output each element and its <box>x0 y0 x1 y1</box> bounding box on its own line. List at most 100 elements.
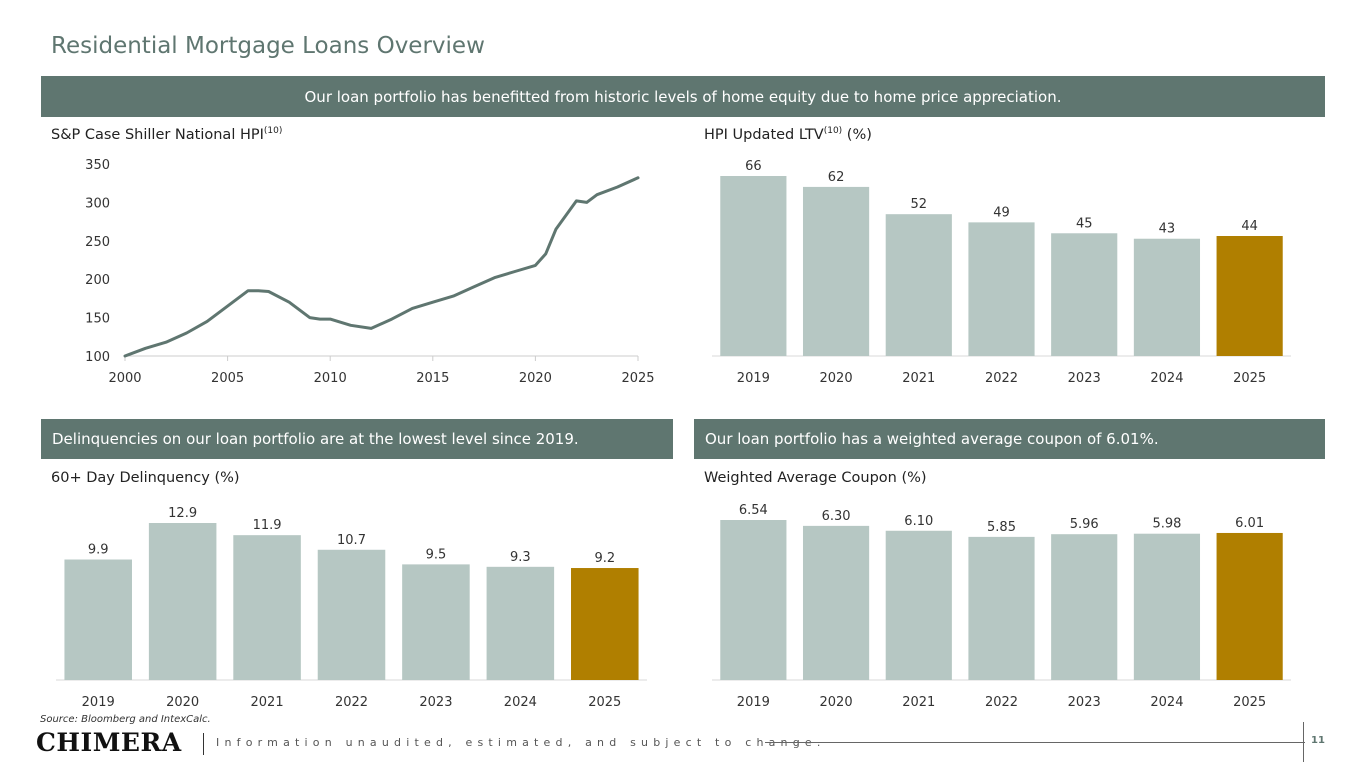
delinquency-data-label: 12.9 <box>168 506 197 521</box>
coupon-bar <box>968 536 1035 680</box>
coupon-bar <box>802 525 870 680</box>
hpi-chart-title-text: S&P Case Shiller National HPI <box>51 126 264 143</box>
coupon-category-label: 2024 <box>1150 695 1183 710</box>
coupon-bar <box>720 520 787 680</box>
delinquency-category-label: 2023 <box>419 695 452 710</box>
ltv-chart-title-text: HPI Updated LTV <box>704 126 824 143</box>
ltv-category-label: 2024 <box>1150 371 1183 386</box>
delinquency-category-label: 2022 <box>335 695 368 710</box>
coupon-bar <box>885 530 952 680</box>
hpi-y-tick-label: 150 <box>85 312 110 327</box>
delinquency-data-label: 9.9 <box>88 543 109 558</box>
coupon-category-label: 2022 <box>985 695 1018 710</box>
top-banner: Our loan portfolio has benefitted from h… <box>41 76 1325 117</box>
delinquency-category-label: 2019 <box>82 695 115 710</box>
coupon-data-label: 5.85 <box>987 520 1016 535</box>
ltv-bar <box>1051 233 1118 356</box>
ltv-chart-title: HPI Updated LTV(10) (%) <box>704 126 872 143</box>
delinquency-bar <box>233 535 301 680</box>
delinquency-bar <box>571 568 639 680</box>
footer-vertical-rule <box>1303 722 1304 762</box>
ltv-bar-chart: 66 2019 62 2020 52 2021 49 2022 45 2023 43 2024 44 20… <box>712 159 1291 386</box>
ltv-data-label: 43 <box>1159 222 1176 237</box>
hpi-chart-footnote: (10) <box>263 126 283 136</box>
delinquency-data-label: 11.9 <box>253 518 282 533</box>
delinquency-bar <box>317 549 386 680</box>
hpi-x-tick-label: 2020 <box>519 371 552 386</box>
delinquency-data-label: 9.5 <box>426 547 447 562</box>
coupon-bar <box>1216 532 1283 680</box>
hpi-line-chart: 100 150 200 250 300 350 2000 2005 2010 2015 2020 20… <box>85 158 654 386</box>
coupon-category-label: 2023 <box>1068 695 1101 710</box>
ltv-data-label: 44 <box>1241 219 1258 234</box>
delinquency-category-label: 2024 <box>504 695 537 710</box>
chimera-logo: CHIMERA <box>36 728 182 757</box>
coupon-data-label: 6.54 <box>739 503 768 518</box>
delinquency-bar <box>148 523 217 680</box>
coupon-chart-title: Weighted Average Coupon (%) <box>704 470 927 486</box>
hpi-y-tick-label: 200 <box>85 273 110 288</box>
page-number: 11 <box>1311 735 1325 746</box>
coupon-category-label: 2019 <box>737 695 770 710</box>
ltv-chart-title-suffix: (%) <box>842 126 872 143</box>
delinquency-banner: Delinquencies on our loan portfolio are … <box>41 419 673 459</box>
hpi-series-line <box>123 176 640 358</box>
disclaimer: Information unaudited, estimated, and su… <box>216 736 826 749</box>
hpi-y-tick-label: 300 <box>85 196 110 211</box>
ltv-data-label: 45 <box>1076 216 1093 231</box>
delinquency-category-label: 2020 <box>166 695 199 710</box>
ltv-chart-footnote: (10) <box>823 126 843 136</box>
coupon-data-label: 6.10 <box>904 514 933 529</box>
delinquency-data-label: 9.2 <box>594 551 615 566</box>
hpi-y-tick-label: 100 <box>85 350 110 365</box>
ltv-bar <box>720 176 787 356</box>
ltv-category-label: 2019 <box>737 371 770 386</box>
coupon-data-label: 6.30 <box>822 509 851 524</box>
ltv-category-label: 2022 <box>985 371 1018 386</box>
ltv-bar <box>968 222 1035 356</box>
coupon-category-label: 2021 <box>902 695 935 710</box>
ltv-bar <box>802 186 870 356</box>
delinquency-bar-chart: 9.9 2019 12.9 2020 11.9 2021 10.7 2022 9.5 2023 9.… <box>56 506 647 710</box>
coupon-banner: Our loan portfolio has a weighted averag… <box>694 419 1325 459</box>
source-note: Source: Bloomberg and IntexCalc. <box>40 714 211 725</box>
coupon-data-label: 5.98 <box>1152 517 1181 532</box>
ltv-data-label: 49 <box>993 205 1010 220</box>
delinquency-chart-title: 60+ Day Delinquency (%) <box>51 470 240 486</box>
ltv-data-label: 66 <box>745 159 762 174</box>
hpi-x-tick-label: 2025 <box>621 371 654 386</box>
ltv-data-label: 52 <box>911 197 928 212</box>
coupon-bar <box>1133 533 1201 680</box>
ltv-bar <box>885 214 952 356</box>
coupon-bar <box>1051 534 1118 680</box>
delinquency-bar <box>64 559 132 680</box>
delinquency-category-label: 2025 <box>588 695 621 710</box>
hpi-chart-title: S&P Case Shiller National HPI(10) <box>51 126 282 143</box>
footer-separator <box>203 733 204 755</box>
ltv-bar <box>1216 236 1283 356</box>
delinquency-data-label: 10.7 <box>337 533 366 548</box>
delinquency-data-label: 9.3 <box>510 550 531 565</box>
ltv-bar <box>1133 238 1201 356</box>
coupon-data-label: 6.01 <box>1235 516 1264 531</box>
coupon-category-label: 2025 <box>1233 695 1266 710</box>
coupon-bar-chart: 6.54 2019 6.30 2020 6.10 2021 5.85 2022 5.96 2023… <box>712 503 1291 710</box>
coupon-category-label: 2020 <box>820 695 853 710</box>
ltv-category-label: 2025 <box>1233 371 1266 386</box>
hpi-x-tick-label: 2015 <box>416 371 449 386</box>
page-title: Residential Mortgage Loans Overview <box>51 33 485 59</box>
ltv-category-label: 2023 <box>1068 371 1101 386</box>
coupon-data-label: 5.96 <box>1070 517 1099 532</box>
footer-rule <box>765 742 1305 743</box>
ltv-data-label: 62 <box>828 170 845 185</box>
hpi-x-tick-label: 2010 <box>314 371 347 386</box>
hpi-x-tick-label: 2005 <box>211 371 244 386</box>
hpi-y-tick-label: 350 <box>85 158 110 173</box>
ltv-category-label: 2021 <box>902 371 935 386</box>
delinquency-bar <box>486 566 555 680</box>
hpi-x-tick-label: 2000 <box>108 371 141 386</box>
delinquency-category-label: 2021 <box>251 695 284 710</box>
delinquency-bar <box>402 564 470 680</box>
hpi-y-tick-label: 250 <box>85 235 110 250</box>
ltv-category-label: 2020 <box>820 371 853 386</box>
